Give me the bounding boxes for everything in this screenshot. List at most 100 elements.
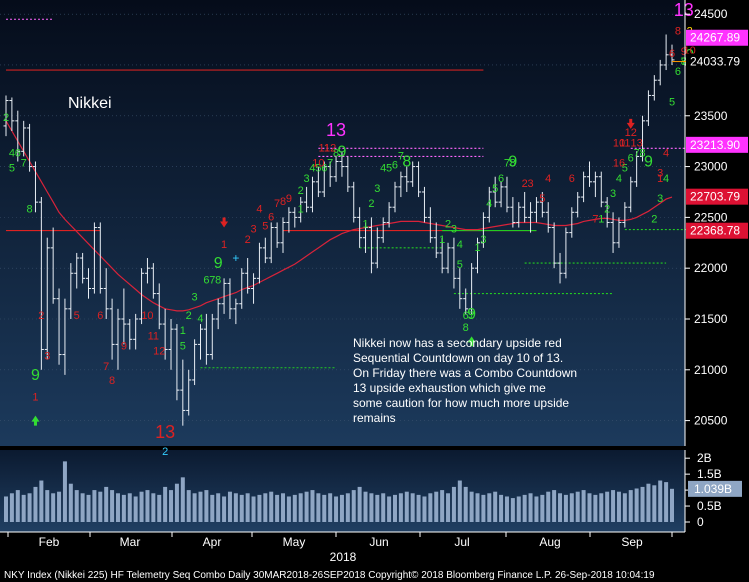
price-panel <box>0 0 685 446</box>
x-tick-label: Feb <box>39 535 60 549</box>
count-label: 2 <box>445 219 451 231</box>
volume-bar <box>86 494 91 522</box>
volume-bar <box>57 491 62 522</box>
price-bar <box>139 268 145 325</box>
annotation-box: Nikkei now has a secondary upside red Se… <box>353 336 577 425</box>
price-tag-label: 22368.78 <box>690 224 740 238</box>
count-label: 2 <box>186 310 192 322</box>
volume-bar <box>504 496 509 522</box>
vol-tick-label: 2B <box>697 451 712 465</box>
volume-bar <box>298 493 303 522</box>
volume-tag-label: 1.039B <box>694 482 732 496</box>
price-bar <box>339 151 345 177</box>
volume-bar <box>39 480 44 522</box>
volume-bar <box>563 494 568 522</box>
count-label: 4 <box>545 173 551 185</box>
price-bar <box>374 227 380 269</box>
price-bar <box>569 207 575 238</box>
volume-bar <box>552 490 557 522</box>
count-label: 9 <box>508 154 517 171</box>
price-bar <box>144 258 150 284</box>
volume-bar <box>257 494 262 522</box>
volume-bar <box>292 494 297 522</box>
count-label: 11 <box>619 137 630 149</box>
price-tag-bg <box>686 29 748 46</box>
x-tick-label: Mar <box>120 535 141 549</box>
count-label: 4 <box>457 239 463 251</box>
count-label: 3 <box>250 224 256 236</box>
count-label: 7 <box>21 158 27 170</box>
price-tag-label: 24267.89 <box>690 31 740 45</box>
volume-bar <box>98 491 103 522</box>
price-bars <box>3 34 675 426</box>
volume-bar <box>239 494 244 522</box>
vol-tick-label: 0.5B <box>697 499 722 513</box>
price-bar <box>121 288 127 345</box>
count-label: 6 <box>463 310 469 322</box>
volume-bar <box>611 490 616 522</box>
count-label: 13 <box>674 0 694 20</box>
price-bar <box>68 263 74 319</box>
price-bar <box>475 237 481 274</box>
count-label: 5 <box>622 163 628 175</box>
count-label: 7 <box>592 213 598 225</box>
annotation-line-2: Sequential Countdown on day 10 of 13. <box>353 351 563 365</box>
volume-bar <box>528 493 533 522</box>
price-bar <box>304 186 310 213</box>
price-tag-label: 23213.90 <box>690 138 740 152</box>
volume-bar <box>605 491 610 522</box>
volume-bar <box>222 496 227 522</box>
price-bar <box>433 222 439 259</box>
volume-bar <box>646 483 651 522</box>
price-bar <box>592 171 598 198</box>
volume-bar <box>540 494 545 522</box>
signal-arrow <box>220 217 229 228</box>
volume-bar <box>334 496 339 522</box>
volume-bar <box>351 490 356 522</box>
volume-bar <box>475 493 480 522</box>
count-label: 2 <box>604 203 610 215</box>
volume-bar <box>587 493 592 522</box>
count-label: 3 <box>657 193 663 205</box>
price-bar <box>133 313 139 350</box>
price-bar <box>62 298 68 375</box>
price-bar <box>439 237 445 274</box>
price-bar <box>245 258 251 294</box>
volume-bar <box>174 483 179 522</box>
count-label: 7 <box>274 198 280 210</box>
moving-average-line <box>5 120 673 312</box>
volume-bar <box>522 494 527 522</box>
price-bar <box>492 176 498 208</box>
volume-bar <box>392 494 397 522</box>
price-bar <box>533 197 539 223</box>
price-bar <box>598 171 604 208</box>
price-bar <box>586 161 592 187</box>
price-bar <box>150 263 156 299</box>
volume-bar <box>21 494 26 522</box>
price-tag-bg <box>686 188 748 205</box>
count-label: 9 <box>337 143 346 160</box>
price-bar <box>56 288 62 365</box>
volume-bar <box>416 494 421 522</box>
volume-bar <box>275 494 280 522</box>
count-label: 7 <box>327 158 333 170</box>
price-bar <box>575 191 581 218</box>
annotation-line-3: On Friday there was a Combo Countdown <box>353 366 577 380</box>
volume-bar <box>74 490 79 522</box>
count-label: 6 <box>669 48 675 60</box>
price-bar <box>651 75 657 101</box>
price-bar <box>15 110 21 162</box>
count-label: 4 <box>663 147 669 159</box>
price-bar <box>363 222 369 253</box>
volume-bar <box>33 486 38 522</box>
count-label: 9 <box>644 154 653 171</box>
price-bar <box>416 161 422 198</box>
price-bar <box>109 298 115 360</box>
price-bar <box>368 217 374 274</box>
y-tick-label: 22000 <box>694 261 728 275</box>
volume-bar <box>381 493 386 522</box>
price-bar <box>298 197 304 223</box>
x-tick-label: Apr <box>203 535 222 549</box>
volume-bar <box>169 490 174 522</box>
